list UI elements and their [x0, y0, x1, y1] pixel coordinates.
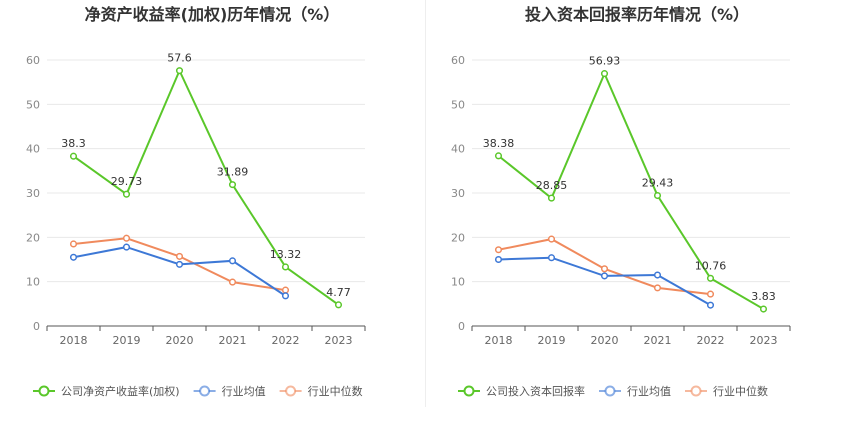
- legend-item-avg[interactable]: 行业均值: [193, 385, 266, 398]
- data-label: 3.83: [751, 290, 776, 303]
- y-tick-label: 40: [26, 143, 40, 156]
- legend-label: 公司净资产收益率(加权): [61, 384, 180, 398]
- data-point-avg: [228, 257, 237, 265]
- data-point-company: [706, 274, 715, 282]
- x-tick-label: 2019: [113, 334, 141, 347]
- roic-chart-panel: 投入资本回报率历年情况（%） 0 10 20 30 40 50 60 2018 2019 2020 2…: [425, 0, 850, 437]
- data-point-median: [122, 234, 131, 242]
- x-tick-label: 2021: [219, 334, 247, 347]
- legend-swatch-marker: [38, 385, 50, 397]
- legend-swatch-marker: [285, 385, 297, 397]
- data-point-company: [122, 190, 131, 198]
- data-point-avg: [600, 272, 609, 280]
- data-point-company: [653, 191, 662, 200]
- data-point-median: [175, 252, 184, 260]
- legend-swatch-marker: [604, 385, 616, 397]
- data-label: 29.73: [111, 175, 143, 188]
- data-point-median: [653, 284, 662, 292]
- data-point-avg: [175, 260, 184, 268]
- data-label: 38.3: [61, 137, 86, 150]
- legend-label: 行业均值: [627, 385, 671, 398]
- x-tick-label: 2023: [750, 334, 778, 347]
- y-tick-label: 20: [26, 231, 40, 244]
- y-tick-label: 60: [451, 54, 465, 67]
- data-point-company: [69, 152, 78, 160]
- y-tick-label: 10: [26, 276, 40, 289]
- data-point-median: [228, 278, 237, 286]
- data-point-company: [228, 181, 237, 189]
- y-tick-label: 60: [26, 54, 40, 67]
- roe-chart: 净资产收益率(加权)历年情况（%） 0 10 20 30 40 50 60 2018 2019 20…: [26, 5, 366, 398]
- x-tick-label: 2018: [485, 334, 513, 347]
- series-line-company: [497, 71, 765, 310]
- legend-swatch-marker: [199, 385, 211, 397]
- chart-title: 投入资本回报率历年情况（%）: [525, 5, 749, 24]
- data-point-median: [281, 286, 290, 294]
- x-tick-label: 2020: [166, 334, 194, 347]
- chart-title: 净资产收益率(加权)历年情况（%）: [85, 5, 340, 24]
- legend-label: 行业中位数: [308, 384, 363, 398]
- data-point-median: [494, 246, 503, 254]
- data-point-company: [600, 70, 609, 78]
- legend-item-company[interactable]: 公司投入资本回报率: [458, 384, 585, 398]
- data-point-median: [600, 265, 609, 273]
- data-point-company: [281, 263, 290, 271]
- x-tick-label: 2018: [60, 334, 88, 347]
- data-point-median: [69, 240, 78, 248]
- x-tick-label: 2021: [644, 334, 672, 347]
- panel-divider: [425, 0, 426, 407]
- y-tick-label: 20: [451, 231, 465, 244]
- legend-item-avg[interactable]: 行业均值: [599, 385, 671, 398]
- data-label: 13.32: [270, 248, 302, 261]
- data-point-company: [494, 152, 503, 160]
- data-point-avg: [653, 271, 662, 279]
- data-point-avg: [706, 301, 715, 309]
- legend-item-company[interactable]: 公司净资产收益率(加权): [33, 384, 180, 398]
- data-label: 29.43: [642, 177, 674, 190]
- data-point-company: [175, 67, 184, 75]
- data-label: 4.77: [326, 286, 351, 299]
- data-label: 38.38: [483, 137, 515, 150]
- data-label: 28.85: [536, 179, 568, 192]
- legend-item-median[interactable]: 行业中位数: [685, 384, 768, 398]
- y-tick-label: 50: [451, 98, 465, 111]
- data-point-company: [547, 194, 556, 202]
- legend-swatch-marker: [463, 385, 475, 397]
- legend-swatch-marker: [690, 385, 702, 397]
- roe-chart-panel: 净资产收益率(加权)历年情况（%） 0 10 20 30 40 50 60 2018 2019 20…: [0, 0, 425, 437]
- y-tick-label: 40: [451, 143, 465, 156]
- data-point-company: [334, 301, 343, 309]
- data-point-avg: [547, 254, 556, 262]
- legend-label: 公司投入资本回报率: [486, 384, 585, 398]
- roic-chart: 投入资本回报率历年情况（%） 0 10 20 30 40 50 60 2018 2019 2020 2…: [451, 5, 791, 398]
- legend-label: 行业中位数: [713, 384, 768, 398]
- y-tick-label: 0: [33, 320, 40, 333]
- data-point-avg: [281, 292, 290, 300]
- data-point-median: [706, 290, 715, 298]
- data-point-avg: [122, 243, 131, 251]
- data-point-median: [547, 235, 556, 243]
- x-tick-label: 2022: [272, 334, 300, 347]
- y-tick-label: 30: [26, 187, 40, 200]
- y-tick-label: 10: [451, 276, 465, 289]
- y-tick-label: 50: [26, 98, 40, 111]
- data-point-company: [759, 305, 768, 313]
- data-label: 31.89: [217, 166, 249, 179]
- data-point-avg: [69, 253, 78, 261]
- series-line-company: [72, 68, 340, 306]
- x-tick-label: 2020: [591, 334, 619, 347]
- data-label: 57.6: [167, 52, 192, 65]
- data-point-avg: [494, 255, 503, 264]
- data-label: 56.93: [589, 55, 621, 68]
- x-tick-label: 2019: [538, 334, 566, 347]
- data-label: 10.76: [695, 259, 727, 272]
- legend-item-median[interactable]: 行业中位数: [279, 384, 363, 398]
- y-tick-label: 30: [451, 187, 465, 200]
- legend-label: 行业均值: [222, 385, 266, 398]
- x-tick-label: 2022: [697, 334, 725, 347]
- y-tick-label: 0: [458, 320, 465, 333]
- x-tick-label: 2023: [325, 334, 353, 347]
